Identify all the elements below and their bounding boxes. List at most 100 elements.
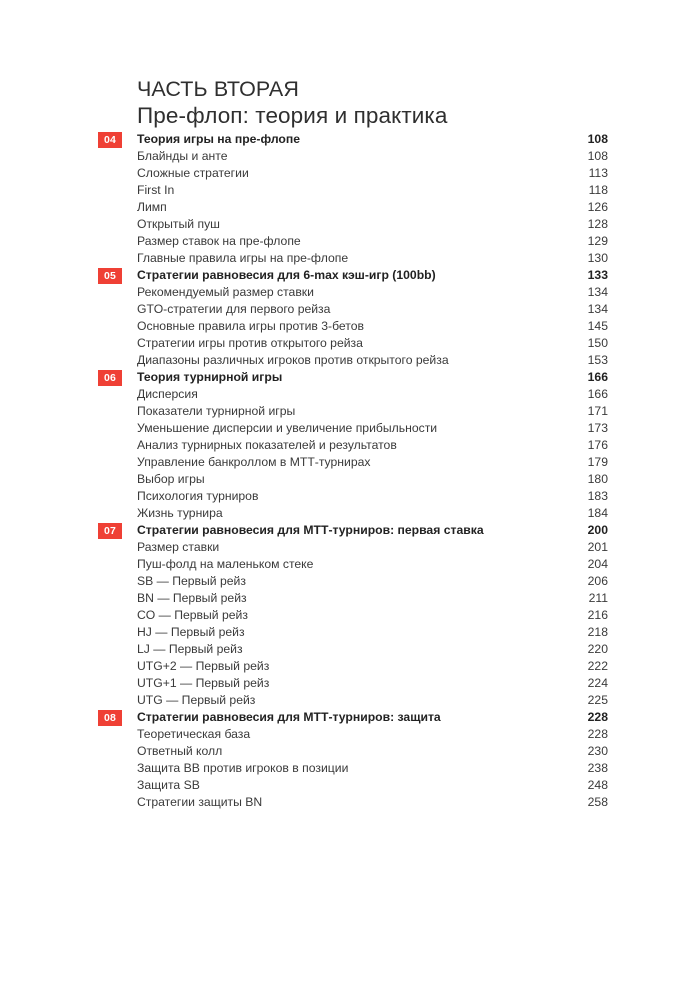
toc-entry-title: Открытый пуш bbox=[137, 217, 220, 231]
toc-entry-title: CO — Первый рейз bbox=[137, 608, 248, 622]
toc-section-row[interactable]: Показатели турнирной игры 171 bbox=[98, 403, 608, 420]
toc-entry-page-number: 180 bbox=[587, 472, 608, 486]
toc-section-row[interactable]: GTO-стратегии для первого рейза 134 bbox=[98, 301, 608, 318]
toc-entry-page-number: 224 bbox=[587, 676, 608, 690]
toc-entry-title: Размер ставок на пре-флопе bbox=[137, 234, 301, 248]
toc-entry-title: UTG — Первый рейз bbox=[137, 693, 256, 707]
part-heading: ЧАСТЬ ВТОРАЯ Пре-флоп: теория и практика bbox=[137, 76, 607, 130]
toc-section-row[interactable]: Выбор игры 180 bbox=[98, 471, 608, 488]
chapter-number-badge: 08 bbox=[98, 710, 122, 726]
toc-entry-title: Стратегии равновесия для МТТ-турниров: з… bbox=[137, 710, 441, 724]
toc-entry-page-number: 133 bbox=[587, 268, 608, 282]
toc-entry-page-number: 206 bbox=[587, 574, 608, 588]
toc-section-row[interactable]: Сложные стратегии 113 bbox=[98, 165, 608, 182]
chapter-number-badge: 05 bbox=[98, 268, 122, 284]
toc-entry-page-number: 108 bbox=[587, 132, 608, 146]
toc-section-row[interactable]: HJ — Первый рейз 218 bbox=[98, 624, 608, 641]
toc-section-row[interactable]: Размер ставки 201 bbox=[98, 539, 608, 556]
toc-chapter-row[interactable]: 05 Стратегии равновесия для 6-max кэш-игр… bbox=[98, 267, 608, 284]
toc-section-row[interactable]: Ответный колл 230 bbox=[98, 743, 608, 760]
toc-entry-title: Теоретическая база bbox=[137, 727, 251, 741]
toc-entry-title: Рекомендуемый размер ставки bbox=[137, 285, 314, 299]
chapter-number-badge: 06 bbox=[98, 370, 122, 386]
toc-entry-title: Стратегии равновесия для МТТ-турниров: п… bbox=[137, 523, 484, 537]
toc-entry-page-number: 173 bbox=[587, 421, 608, 435]
toc-section-row[interactable]: Пуш-фолд на маленьком стеке 204 bbox=[98, 556, 608, 573]
toc-section-row[interactable]: Анализ турнирных показателей и результат… bbox=[98, 437, 608, 454]
toc-entry-title: Лимп bbox=[137, 200, 167, 214]
toc-entry-page-number: 134 bbox=[587, 302, 608, 316]
toc-entry-title: Управление банкроллом в МТТ-турнирах bbox=[137, 455, 371, 469]
toc-entry-page-number: 113 bbox=[588, 166, 608, 180]
toc-section-row[interactable]: Жизнь турнира 184 bbox=[98, 505, 608, 522]
toc-section-row[interactable]: BN — Первый рейз 211 bbox=[98, 590, 608, 607]
toc-entry-page-number: 128 bbox=[587, 217, 608, 231]
toc-entry-page-number: 108 bbox=[587, 149, 608, 163]
toc-section-row[interactable]: Уменьшение дисперсии и увеличение прибыл… bbox=[98, 420, 608, 437]
toc-entry-page-number: 258 bbox=[587, 795, 608, 809]
toc-entry-page-number: 145 bbox=[587, 319, 608, 333]
toc-entry-page-number: 228 bbox=[587, 710, 608, 724]
toc-section-row[interactable]: Основные правила игры против 3-бетов 145 bbox=[98, 318, 608, 335]
toc-section-row[interactable]: Размер ставок на пре-флопе 129 bbox=[98, 233, 608, 250]
toc-entry-title: Анализ турнирных показателей и результат… bbox=[137, 438, 397, 452]
toc-entry-title: HJ — Первый рейз bbox=[137, 625, 245, 639]
toc-entry-page-number: 204 bbox=[587, 557, 608, 571]
toc-entry-title: Ответный колл bbox=[137, 744, 223, 758]
toc-entry-page-number: 200 bbox=[587, 523, 608, 537]
toc-section-row[interactable]: First In 118 bbox=[98, 182, 608, 199]
toc-entry-title: Жизнь турнира bbox=[137, 506, 223, 520]
toc-entry-page-number: 211 bbox=[588, 591, 608, 605]
toc-section-row[interactable]: Диапазоны различных игроков против откры… bbox=[98, 352, 608, 369]
toc-chapter-row[interactable]: 07 Стратегии равновесия для МТТ-турниров:… bbox=[98, 522, 608, 539]
toc-section-row[interactable]: Защита BB против игроков в позиции 238 bbox=[98, 760, 608, 777]
toc-entry-page-number: 171 bbox=[587, 404, 608, 418]
toc-entry-title: Дисперсия bbox=[137, 387, 198, 401]
toc-section-row[interactable]: Лимп 126 bbox=[98, 199, 608, 216]
toc-section-row[interactable]: Главные правила игры на пре-флопе 130 bbox=[98, 250, 608, 267]
toc-entry-title: Психология турниров bbox=[137, 489, 259, 503]
toc-section-row[interactable]: Стратегии защиты BN 258 bbox=[98, 794, 608, 811]
toc-section-row[interactable]: Рекомендуемый размер ставки 134 bbox=[98, 284, 608, 301]
toc-section-row[interactable]: UTG+2 — Первый рейз 222 bbox=[98, 658, 608, 675]
toc-entry-title: LJ — Первый рейз bbox=[137, 642, 243, 656]
toc-section-row[interactable]: UTG — Первый рейз 225 bbox=[98, 692, 608, 709]
part-title: Пре-флоп: теория и практика bbox=[137, 103, 448, 128]
toc-entry-page-number: 230 bbox=[587, 744, 608, 758]
toc-entry-page-number: 220 bbox=[587, 642, 608, 656]
toc-section-row[interactable]: SB — Первый рейз 206 bbox=[98, 573, 608, 590]
toc-entry-page-number: 216 bbox=[587, 608, 608, 622]
toc-chapter-row[interactable]: 04 Теория игры на пре-флопе 108 bbox=[98, 131, 608, 148]
toc-entry-title: Теория турнирной игры bbox=[137, 370, 283, 384]
toc-section-row[interactable]: Стратегии игры против открытого рейза 150 bbox=[98, 335, 608, 352]
toc-entry-title: Защита SB bbox=[137, 778, 200, 792]
toc-section-row[interactable]: Защита SB 248 bbox=[98, 777, 608, 794]
toc-entry-title: Размер ставки bbox=[137, 540, 220, 554]
toc-section-row[interactable]: UTG+1 — Первый рейз 224 bbox=[98, 675, 608, 692]
toc-section-row[interactable]: Открытый пуш 128 bbox=[98, 216, 608, 233]
toc-entry-title: GTO-стратегии для первого рейза bbox=[137, 302, 331, 316]
toc-section-row[interactable]: Теоретическая база 228 bbox=[98, 726, 608, 743]
toc-section-row[interactable]: Психология турниров 183 bbox=[98, 488, 608, 505]
toc-entry-page-number: 126 bbox=[587, 200, 608, 214]
toc-section-row[interactable]: Дисперсия 166 bbox=[98, 386, 608, 403]
toc-section-row[interactable]: Блайнды и анте 108 bbox=[98, 148, 608, 165]
toc-chapter-row[interactable]: 08 Стратегии равновесия для МТТ-турниров:… bbox=[98, 709, 608, 726]
toc-entry-page-number: 150 bbox=[587, 336, 608, 350]
toc-section-row[interactable]: Управление банкроллом в МТТ-турнирах 179 bbox=[98, 454, 608, 471]
toc-entry-page-number: 228 bbox=[587, 727, 608, 741]
toc-section-row[interactable]: CO — Первый рейз 216 bbox=[98, 607, 608, 624]
toc-section-row[interactable]: LJ — Первый рейз 220 bbox=[98, 641, 608, 658]
toc-entry-title: Показатели турнирной игры bbox=[137, 404, 296, 418]
toc-entry-title: Стратегии игры против открытого рейза bbox=[137, 336, 363, 350]
toc-entry-page-number: 134 bbox=[587, 285, 608, 299]
toc-entry-title: Пуш-фолд на маленьком стеке bbox=[137, 557, 314, 571]
toc-entry-page-number: 222 bbox=[587, 659, 608, 673]
part-label: ЧАСТЬ ВТОРАЯ bbox=[137, 77, 299, 101]
chapter-number-badge: 07 bbox=[98, 523, 122, 539]
toc-chapter-row[interactable]: 06 Теория турнирной игры 166 bbox=[98, 369, 608, 386]
toc-entry-title: First In bbox=[137, 183, 175, 197]
toc-entry-title: Стратегии защиты BN bbox=[137, 795, 263, 809]
toc-entry-title: Теория игры на пре-флопе bbox=[137, 132, 300, 146]
